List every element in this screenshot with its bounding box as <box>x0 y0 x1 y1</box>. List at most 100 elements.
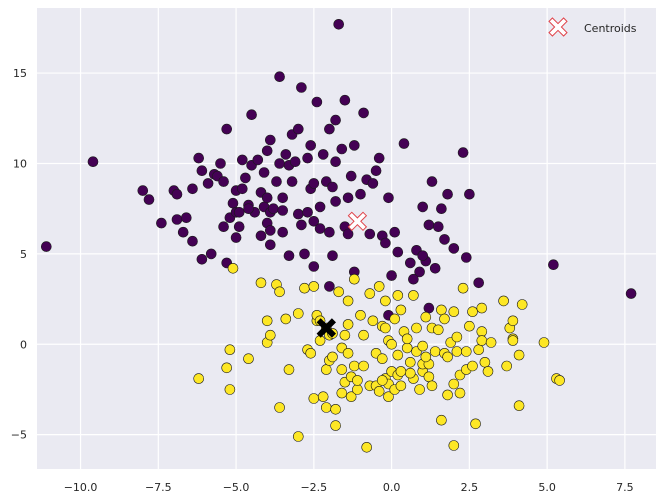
x-tick-label: 2.5 <box>461 481 479 494</box>
cluster-1-point <box>501 360 513 372</box>
cluster-0-point <box>314 201 326 213</box>
cluster-0-point <box>373 152 385 164</box>
cluster-0-point <box>330 156 341 167</box>
cluster-0-point <box>258 167 270 178</box>
cluster-0-point <box>342 192 354 204</box>
cluster-0-point <box>156 217 167 229</box>
cluster-1-point <box>339 329 351 341</box>
cluster-1-point <box>361 441 373 453</box>
cluster-0-point <box>221 123 232 135</box>
cluster-0-point <box>317 149 329 160</box>
cluster-1-point <box>367 315 379 327</box>
cluster-1-point <box>404 356 416 368</box>
x-tick-label: −5.0 <box>223 481 250 494</box>
cluster-1-point <box>498 295 509 307</box>
cluster-1-point <box>380 322 391 334</box>
cluster-1-point <box>436 414 447 426</box>
cluster-0-point <box>414 266 425 278</box>
cluster-1-point <box>283 364 295 375</box>
cluster-1-point <box>448 440 460 451</box>
cluster-1-point <box>392 349 404 361</box>
cluster-1-point <box>193 373 204 384</box>
x-tick-label: −7.5 <box>145 481 172 494</box>
cluster-1-point <box>305 347 317 359</box>
cluster-0-point <box>308 178 320 189</box>
cluster-0-point <box>324 123 335 135</box>
cluster-1-point <box>345 391 357 403</box>
cluster-1-point <box>448 306 460 318</box>
cluster-1-point <box>485 337 497 348</box>
cluster-1-point <box>395 366 407 377</box>
cluster-1-point <box>476 326 488 337</box>
y-tick-labels: −5 0 5 10 15 <box>11 67 27 442</box>
cluster-1-point <box>448 378 460 390</box>
cluster-1-point <box>457 282 469 294</box>
cluster-0-point <box>367 178 379 189</box>
cluster-1-point <box>255 277 267 289</box>
data-points <box>40 18 637 453</box>
cluster-1-point <box>467 306 478 318</box>
cluster-1-point <box>320 402 332 413</box>
cluster-0-point <box>305 140 317 151</box>
cluster-0-point <box>274 71 285 82</box>
cluster-0-point <box>380 237 391 249</box>
cluster-0-point <box>392 246 404 258</box>
cluster-0-point <box>87 156 99 167</box>
cluster-0-point <box>292 208 304 220</box>
cluster-1-point <box>330 420 341 431</box>
cluster-0-point <box>442 188 453 200</box>
y-tick-label: 0 <box>20 338 27 351</box>
cluster-0-point <box>342 228 354 240</box>
cluster-0-point <box>193 152 204 164</box>
cluster-0-point <box>171 214 183 225</box>
cluster-1-point <box>432 324 444 336</box>
cluster-1-point <box>317 391 329 403</box>
cluster-0-point <box>339 94 351 106</box>
cluster-0-point <box>460 252 472 263</box>
cluster-1-point <box>386 338 397 350</box>
cluster-0-point <box>364 228 376 240</box>
cluster-0-point <box>308 261 320 272</box>
y-tick-label: −5 <box>11 429 27 442</box>
cluster-1-point <box>221 362 232 374</box>
cluster-1-point <box>342 295 354 307</box>
cluster-0-point <box>246 109 257 120</box>
cluster-0-point <box>386 270 397 281</box>
y-tick-label: 10 <box>13 157 27 170</box>
cluster-0-point <box>261 145 273 157</box>
cluster-0-point <box>457 147 469 158</box>
cluster-1-point <box>454 387 466 399</box>
cluster-0-point <box>348 140 360 151</box>
cluster-0-point <box>261 192 273 204</box>
cluster-1-point <box>342 319 354 330</box>
cluster-1-point <box>554 375 565 386</box>
cluster-0-point <box>40 241 52 252</box>
cluster-0-point <box>243 203 254 214</box>
cluster-1-point <box>395 380 407 392</box>
cluster-0-point <box>330 114 341 126</box>
cluster-0-point <box>227 197 239 209</box>
cluster-0-point <box>181 212 192 223</box>
cluster-1-point <box>376 353 388 365</box>
cluster-1-point <box>292 308 304 319</box>
cluster-1-point <box>439 313 450 325</box>
cluster-1-point <box>429 346 441 357</box>
x-tick-label: −2.5 <box>300 481 327 494</box>
cluster-0-point <box>196 165 208 176</box>
cluster-1-point <box>401 342 413 354</box>
cluster-1-point <box>308 393 320 404</box>
centroid-markers <box>316 211 368 338</box>
cluster-0-point <box>187 183 198 195</box>
y-tick-label: 5 <box>20 248 27 261</box>
cluster-1-point <box>392 290 404 301</box>
cluster-1-point <box>401 333 413 345</box>
cluster-1-point <box>420 311 432 323</box>
cluster-0-point <box>237 154 248 166</box>
cluster-1-point <box>426 380 438 392</box>
cluster-0-point <box>308 216 320 227</box>
cluster-1-point <box>436 304 447 316</box>
cluster-0-point <box>240 172 251 184</box>
cluster-1-point <box>333 286 345 298</box>
cluster-0-point <box>324 226 335 238</box>
